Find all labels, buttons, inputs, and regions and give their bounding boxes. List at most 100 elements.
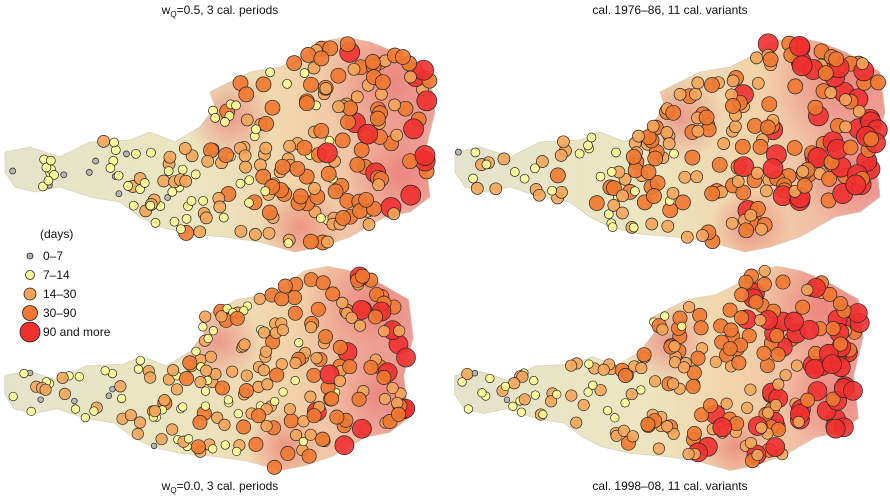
station-marker bbox=[265, 67, 275, 78]
station-marker bbox=[825, 391, 841, 407]
station-marker bbox=[729, 120, 742, 134]
station-marker bbox=[105, 163, 116, 173]
station-marker bbox=[378, 392, 391, 405]
station-marker bbox=[336, 296, 349, 309]
station-marker bbox=[770, 422, 786, 438]
station-marker bbox=[358, 191, 374, 208]
station-marker bbox=[276, 323, 289, 337]
station-marker bbox=[200, 364, 213, 377]
station-marker bbox=[9, 167, 17, 175]
station-marker bbox=[170, 383, 184, 396]
station-marker bbox=[310, 352, 323, 365]
station-marker bbox=[340, 114, 356, 130]
station-marker bbox=[182, 355, 198, 371]
station-marker bbox=[750, 51, 763, 65]
station-marker bbox=[693, 320, 709, 336]
station-marker bbox=[240, 113, 254, 127]
station-marker bbox=[287, 290, 302, 306]
station-marker bbox=[509, 167, 520, 177]
station-marker bbox=[800, 392, 816, 408]
station-marker bbox=[577, 399, 590, 412]
station-marker bbox=[135, 355, 145, 366]
station-marker bbox=[289, 356, 302, 369]
station-marker bbox=[332, 339, 348, 355]
station-marker bbox=[306, 408, 322, 424]
station-marker bbox=[597, 363, 610, 376]
station-marker bbox=[71, 397, 78, 405]
station-marker bbox=[364, 54, 381, 70]
station-marker bbox=[261, 378, 274, 391]
station-marker bbox=[303, 76, 319, 93]
station-marker bbox=[320, 166, 337, 182]
station-marker bbox=[530, 390, 540, 400]
station-marker bbox=[584, 359, 594, 369]
station-marker bbox=[689, 87, 702, 101]
station-marker bbox=[192, 414, 208, 430]
station-marker bbox=[208, 326, 218, 336]
station-marker bbox=[636, 385, 646, 395]
station-marker bbox=[283, 238, 294, 249]
station-marker bbox=[617, 424, 630, 437]
station-marker bbox=[355, 268, 370, 284]
station-marker bbox=[726, 74, 740, 88]
station-marker bbox=[752, 139, 769, 155]
panel-title: cal. 1976–86, 11 cal. variants bbox=[592, 3, 747, 17]
station-marker bbox=[632, 129, 645, 143]
station-marker bbox=[282, 78, 292, 89]
station-marker bbox=[286, 55, 303, 71]
panel-title: cal. 1998–08, 11 cal. variants bbox=[592, 479, 747, 493]
station-marker bbox=[201, 154, 215, 168]
station-marker bbox=[167, 364, 180, 377]
legend-label: 90 and more bbox=[43, 325, 111, 339]
station-marker bbox=[595, 171, 606, 182]
station-marker bbox=[163, 166, 174, 176]
station-marker bbox=[588, 380, 598, 390]
station-marker bbox=[731, 175, 745, 188]
station-marker bbox=[226, 365, 239, 378]
station-marker bbox=[649, 375, 662, 388]
station-marker bbox=[280, 446, 296, 461]
station-marker bbox=[799, 319, 820, 340]
station-marker bbox=[167, 186, 178, 197]
station-marker bbox=[89, 406, 99, 416]
station-marker bbox=[299, 68, 310, 78]
station-marker bbox=[146, 147, 156, 158]
station-marker bbox=[283, 413, 299, 429]
station-marker bbox=[747, 118, 763, 134]
station-marker bbox=[626, 430, 639, 443]
station-marker bbox=[387, 207, 401, 221]
station-marker bbox=[315, 275, 331, 291]
station-marker bbox=[508, 401, 518, 411]
station-marker bbox=[470, 182, 484, 195]
station-marker bbox=[489, 182, 503, 196]
station-marker bbox=[666, 186, 680, 200]
station-marker bbox=[723, 322, 739, 338]
station-marker bbox=[287, 305, 303, 321]
station-marker bbox=[725, 216, 739, 230]
station-marker bbox=[176, 224, 186, 235]
station-marker bbox=[257, 326, 271, 339]
station-marker bbox=[660, 126, 674, 139]
station-marker bbox=[618, 368, 633, 383]
station-marker bbox=[296, 139, 313, 156]
title-part: w bbox=[161, 479, 171, 493]
station-marker bbox=[347, 62, 361, 76]
station-marker bbox=[792, 415, 805, 428]
station-marker bbox=[327, 183, 344, 200]
station-marker bbox=[625, 388, 638, 401]
station-marker bbox=[353, 142, 370, 158]
station-marker bbox=[646, 188, 662, 204]
station-marker bbox=[218, 418, 231, 431]
station-marker bbox=[684, 149, 701, 166]
station-marker bbox=[594, 384, 607, 397]
station-marker bbox=[628, 222, 639, 233]
legend-label: 14–30 bbox=[43, 287, 77, 301]
station-marker bbox=[26, 406, 36, 417]
station-marker bbox=[668, 340, 681, 353]
station-marker bbox=[828, 51, 845, 68]
station-marker bbox=[734, 138, 751, 155]
station-marker bbox=[396, 347, 416, 368]
station-marker bbox=[238, 383, 254, 399]
station-marker bbox=[741, 401, 754, 414]
